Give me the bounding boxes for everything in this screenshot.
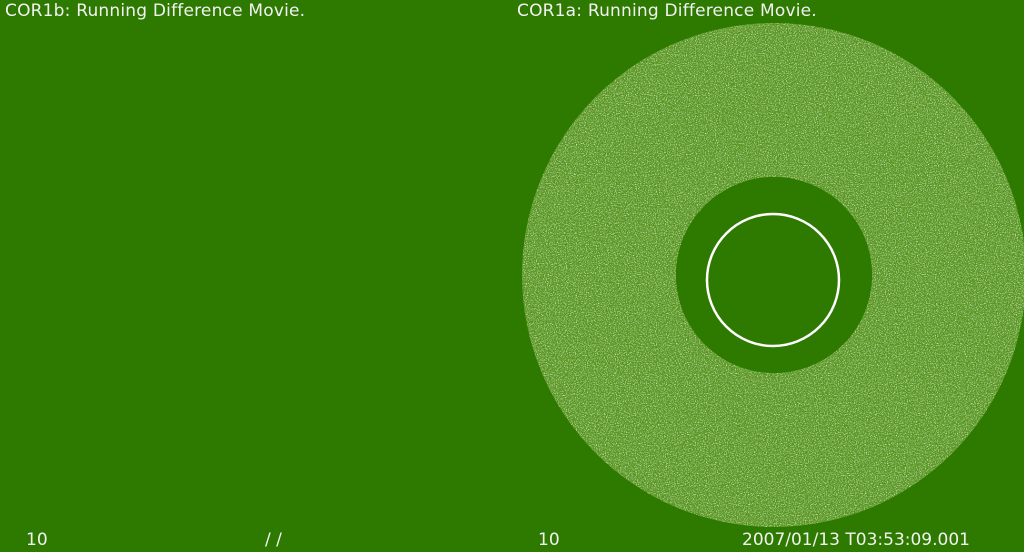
cor1a-timestamp: 2007/01/13 T03:53:09.001 bbox=[742, 530, 970, 550]
cor1b-title: COR1b: Running Difference Movie. bbox=[5, 1, 306, 21]
cor1a-frame-number: 10 bbox=[538, 530, 560, 550]
cor1b-frame-number: 10 bbox=[26, 530, 48, 550]
coronagraph-image bbox=[512, 0, 1024, 552]
cor1a-panel: COR1a: Running Difference Movie. 10 2007… bbox=[512, 0, 1024, 552]
solar-limb-circle bbox=[705, 212, 841, 348]
cor1a-title: COR1a: Running Difference Movie. bbox=[517, 1, 817, 21]
occulter-disk bbox=[676, 177, 872, 373]
cor1b-timestamp: / / bbox=[265, 530, 282, 550]
cor1b-panel: COR1b: Running Difference Movie. 10 / / bbox=[5, 1, 306, 550]
